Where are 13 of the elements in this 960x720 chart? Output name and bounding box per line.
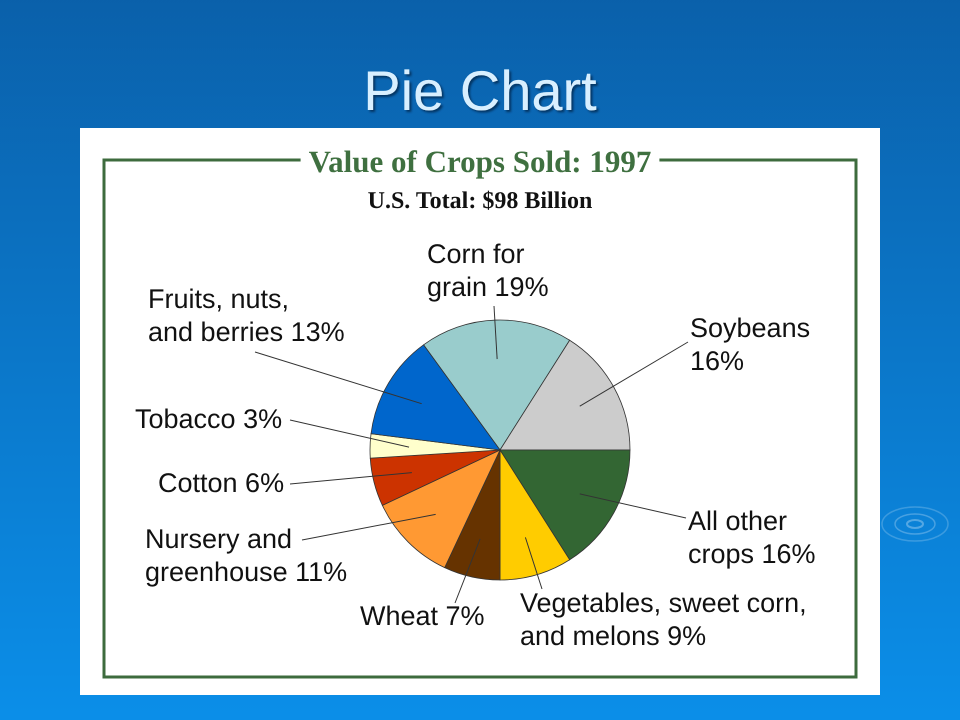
slice-label: Cotton 6% [158,468,284,498]
data-label: 16% [690,346,744,376]
slice-label: Tobacco 3% [135,404,282,434]
slice-label: Vegetables, sweet corn, and melons 9% [520,588,807,651]
slice-label: Soybeans [690,313,810,343]
text: Pie Chart [363,59,598,122]
slice-label: Nursery and greenhouse 11% [145,524,348,587]
slice-label: Corn for grain 19% [427,239,549,302]
slice-label: Fruits, nuts, and berries 13% [148,284,345,347]
slice-label: All other crops 16% [688,506,816,569]
chart-title: Value of Crops Sold: 1997 [308,144,652,179]
chart-subtitle: U.S. Total: $98 Billion [368,188,592,214]
slice-label: Wheat 7% [360,601,485,631]
